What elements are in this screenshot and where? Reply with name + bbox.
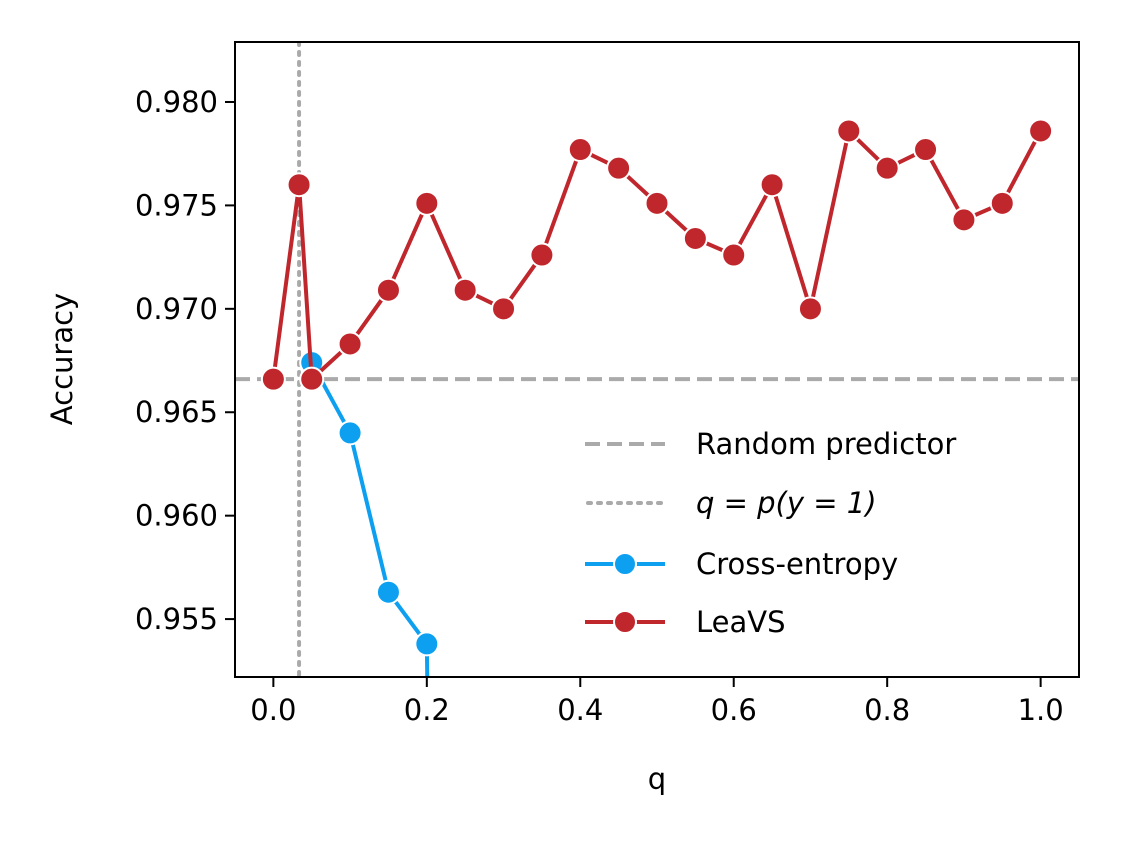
leavs-point [286,172,312,198]
cross-entropy-line [309,361,430,677]
x-axis-ticks: 0.0 0.2 0.4 0.6 0.8 1.0 [250,677,1064,727]
leavs-line [271,128,1043,382]
leavs-point [721,242,747,268]
leavs-point [491,296,517,322]
leavs-point [529,242,555,268]
legend-entry-leavs: LeaVS [585,605,786,639]
y-axis-ticks: 0.955 0.960 0.965 0.970 0.975 0.980 [135,85,235,636]
plot-area [235,42,1079,677]
leavs-point [759,172,785,198]
x-tick-label: 0.4 [557,693,603,727]
y-tick-label: 0.960 [135,499,218,533]
x-tick-label: 0.6 [711,693,757,727]
leavs-point [567,137,593,163]
x-tick-label: 0.8 [864,693,910,727]
leavs-point [913,137,939,163]
y-tick-label: 0.955 [135,602,218,636]
legend-label-prior: q = p(y = 1) [696,486,877,520]
y-tick-label: 0.975 [135,188,218,222]
leavs-point [989,190,1015,216]
legend-entry-random-predictor: Random predictor [585,427,956,461]
leavs-point [452,277,478,303]
leavs-point [951,207,977,233]
leavs-point [375,277,401,303]
y-tick-label: 0.970 [135,292,218,326]
x-tick-label: 0.2 [404,693,450,727]
leavs-point [797,296,823,322]
x-tick-label: 1.0 [1018,693,1064,727]
leavs-point [644,190,670,216]
leavs-point [606,155,632,181]
cross-entropy-point [337,420,363,446]
y-tick-label: 0.980 [135,85,218,119]
legend-entry-prior: q = p(y = 1) [586,486,877,520]
y-tick-label: 0.965 [135,395,218,429]
x-tick-label: 0.0 [250,693,296,727]
leavs-point [299,366,325,392]
leavs-point [414,190,440,216]
legend-swatch-cross-entropy-marker [613,552,637,576]
cross-entropy-point [375,579,401,605]
leavs-point [836,118,862,144]
x-axis-label: q [648,762,666,796]
cross-entropy-point [414,631,440,657]
leavs-point [1028,118,1054,144]
leavs-point [337,331,363,357]
legend-label-random-predictor: Random predictor [696,427,956,461]
legend-entry-cross-entropy: Cross-entropy [585,547,898,581]
leavs-point [874,155,900,181]
leavs-point [682,225,708,251]
y-axis-label: Accuracy [45,293,79,425]
legend: Random predictor q = p(y = 1) Cross-entr… [585,427,956,639]
legend-label-leavs: LeaVS [696,605,786,639]
legend-label-cross-entropy: Cross-entropy [696,547,898,581]
plot-frame [234,41,1080,678]
legend-swatch-leavs-marker [613,610,637,634]
leavs-point [260,366,286,392]
